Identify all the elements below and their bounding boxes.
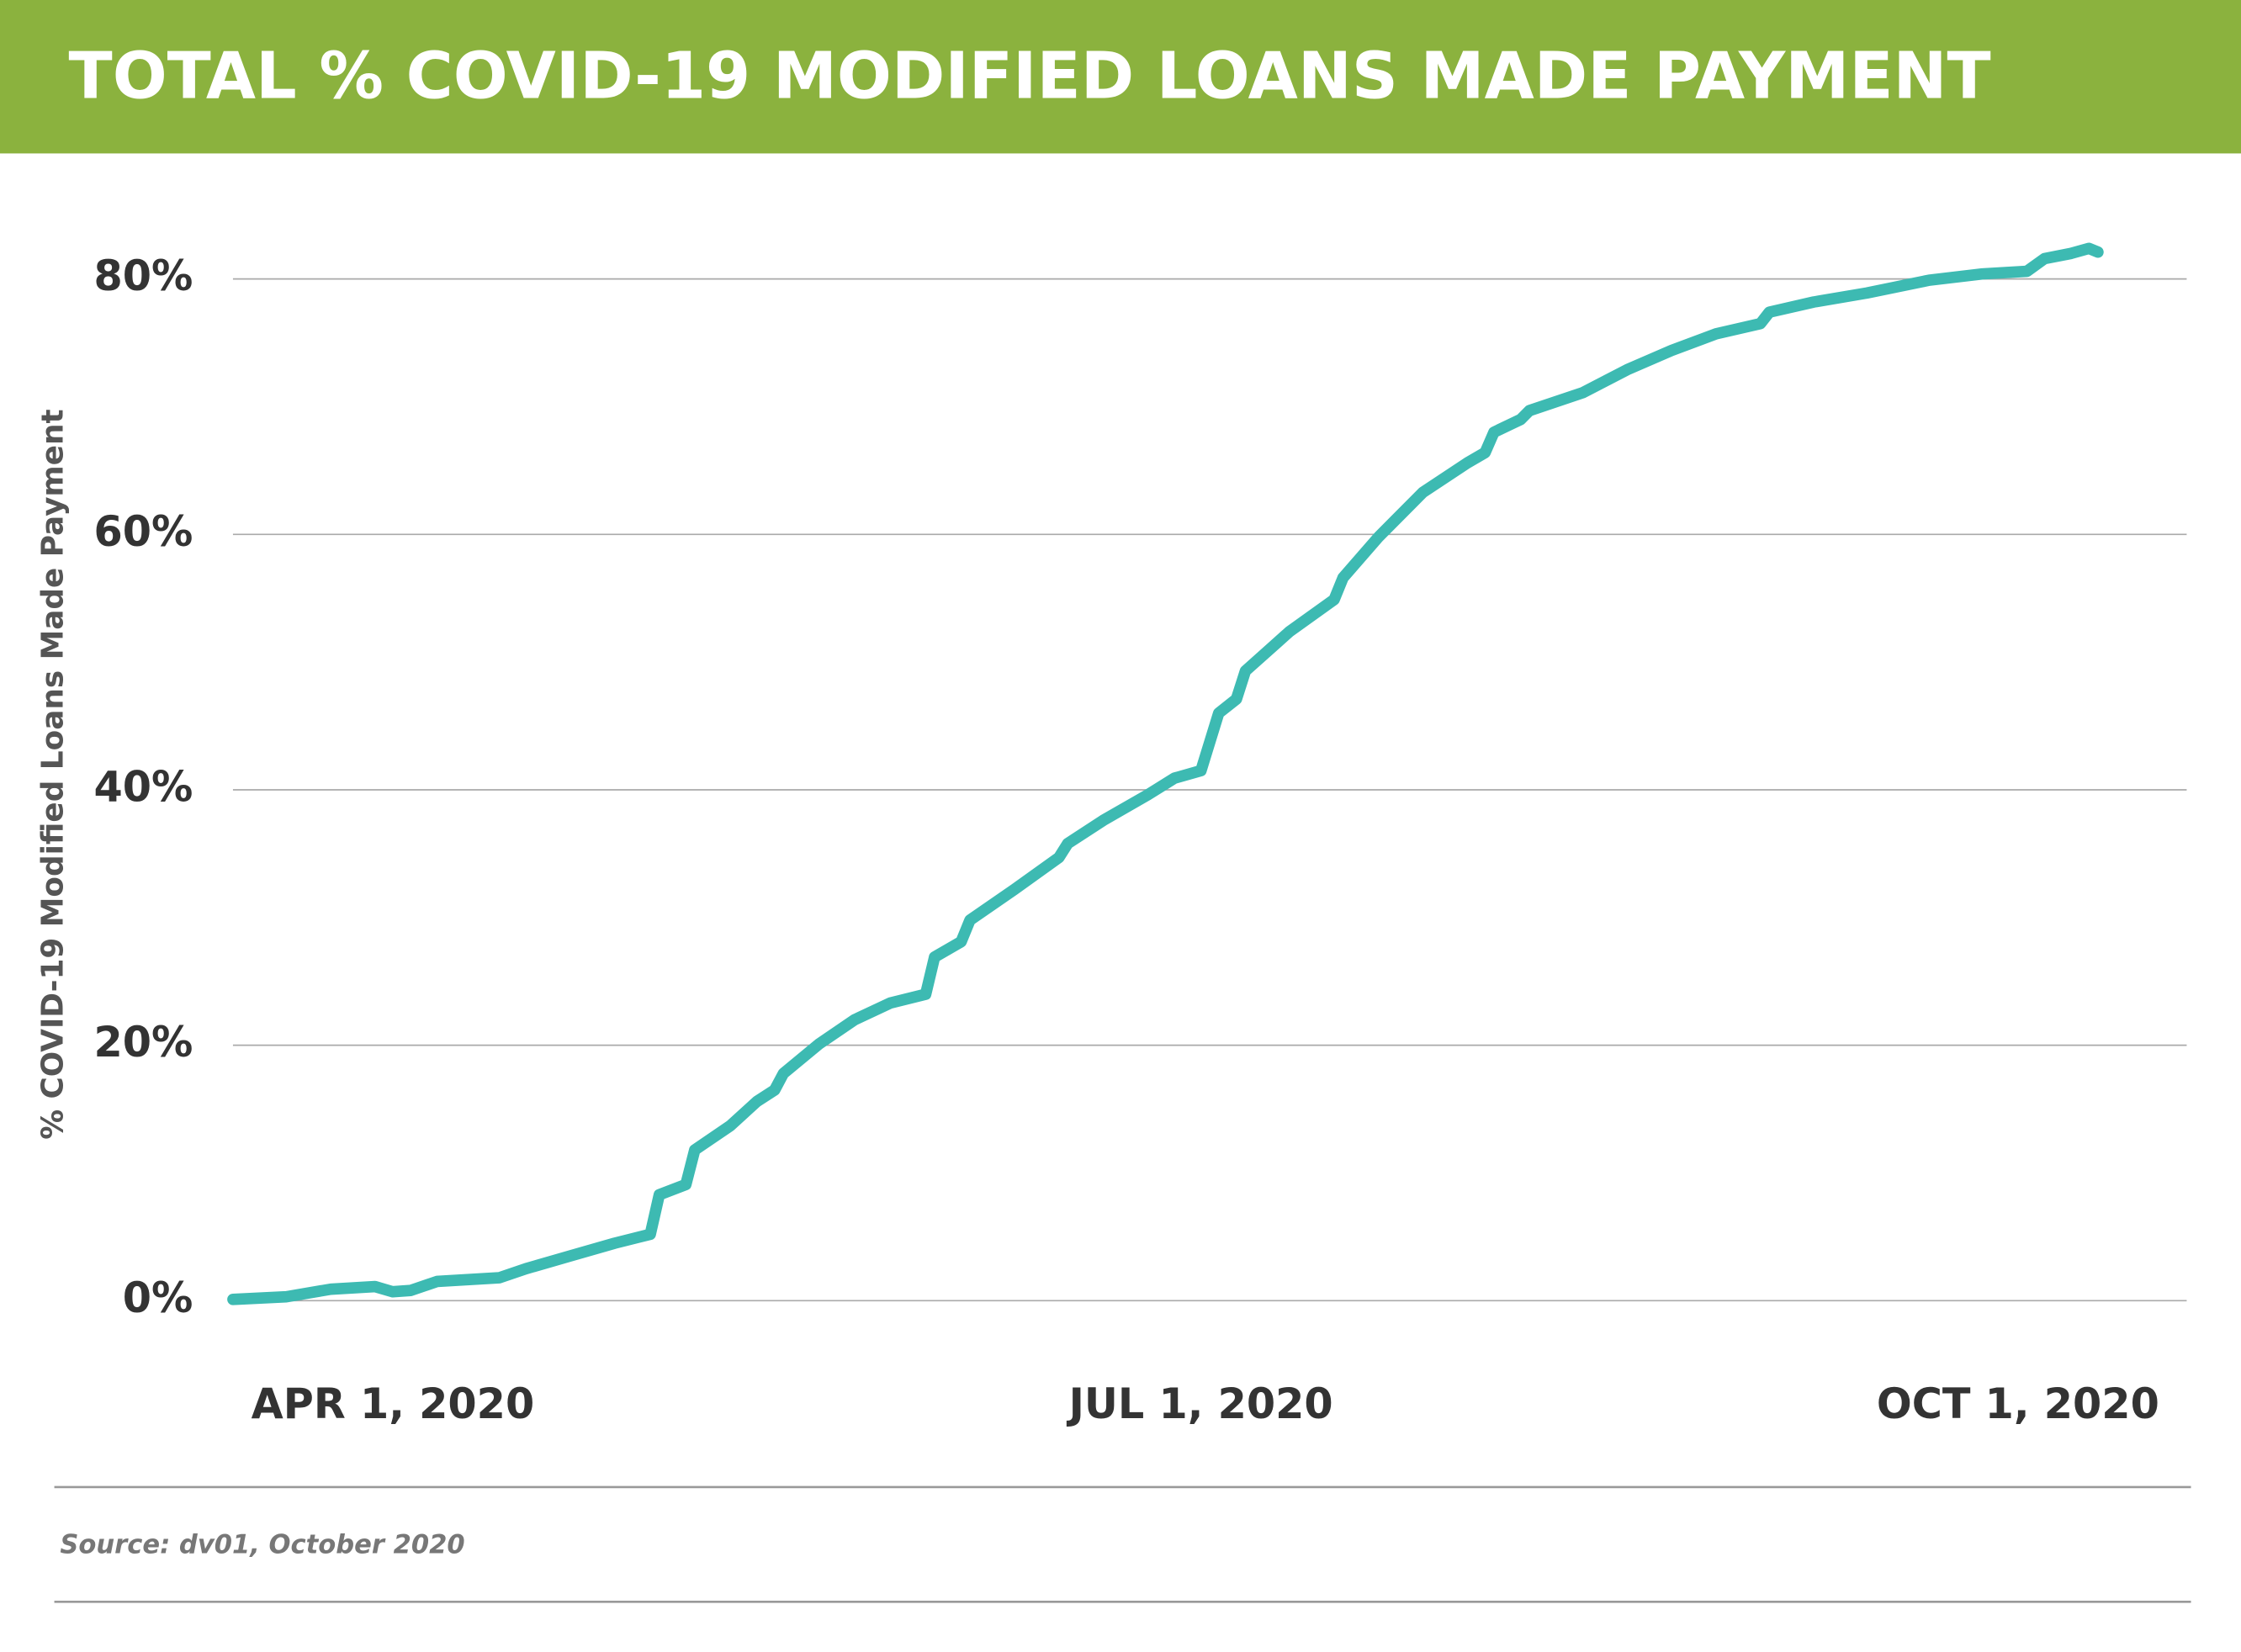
y-tick-label: 0% (123, 1273, 193, 1322)
x-tick-label: JUL 1, 2020 (1067, 1379, 1333, 1428)
y-tick-label: 40% (93, 762, 193, 811)
source-note: Source: dv01, October 2020 (60, 1530, 464, 1559)
chart-title: TOTAL % COVID-19 MODIFIED LOANS MADE PAY… (69, 39, 1991, 114)
x-tick-label: OCT 1, 2020 (1877, 1379, 2159, 1428)
header-band (0, 0, 2241, 154)
y-tick-label: 20% (93, 1018, 193, 1067)
data-line (227, 242, 2104, 1305)
y-tick-label: 80% (93, 252, 193, 300)
x-tick-label: APR 1, 2020 (252, 1379, 535, 1428)
y-tick-label: 60% (93, 507, 193, 556)
y-axis-label: % COVID-19 Modified Loans Made Payment (36, 409, 71, 1139)
